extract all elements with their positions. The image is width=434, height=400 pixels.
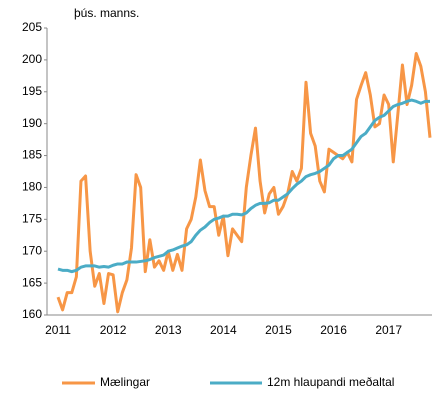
legend-label: Mælingar bbox=[100, 375, 150, 389]
x-tick-label: 2013 bbox=[155, 323, 182, 337]
x-tick-label: 2016 bbox=[320, 323, 347, 337]
y-tick-label: 185 bbox=[22, 148, 42, 162]
line-series bbox=[56, 52, 432, 314]
x-tick-label: 2011 bbox=[45, 323, 71, 337]
legend-label: 12m hlaupandi meðaltal bbox=[267, 375, 394, 389]
y-axis-label: þús. manns. bbox=[74, 6, 139, 20]
y-tick-label: 205 bbox=[22, 20, 42, 34]
x-tick-label: 2014 bbox=[210, 323, 237, 337]
y-tick-label: 165 bbox=[22, 275, 42, 289]
y-tick-label: 180 bbox=[22, 180, 42, 194]
x-tick-label: 2017 bbox=[375, 323, 402, 337]
line-series bbox=[57, 98, 430, 274]
y-tick-label: 170 bbox=[22, 243, 42, 257]
y-tick-label: 160 bbox=[22, 307, 42, 321]
y-tick-label: 175 bbox=[22, 212, 42, 226]
y-tick-label: 200 bbox=[22, 52, 42, 66]
y-tick-label: 195 bbox=[22, 84, 42, 98]
y-tick-label: 190 bbox=[22, 116, 42, 130]
x-tick-label: 2012 bbox=[100, 323, 127, 337]
x-tick-label: 2015 bbox=[265, 323, 292, 337]
